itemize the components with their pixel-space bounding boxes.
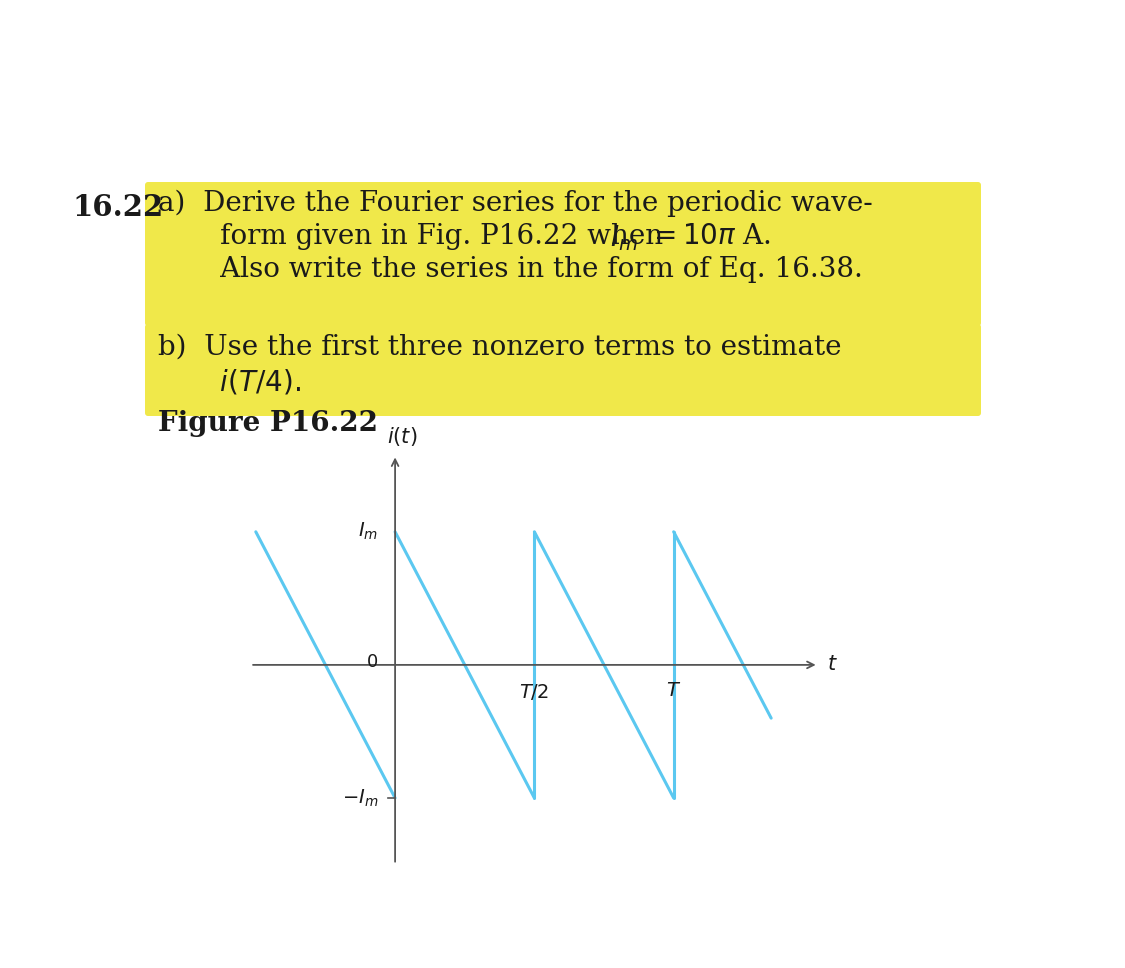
Text: form given in Fig. P16.22 when: form given in Fig. P16.22 when bbox=[158, 223, 672, 250]
Text: $I_m$: $I_m$ bbox=[610, 223, 638, 253]
Text: $i(T/4).$: $i(T/4).$ bbox=[158, 367, 302, 396]
Text: $I_m$: $I_m$ bbox=[358, 521, 378, 542]
Text: $-I_m$: $-I_m$ bbox=[342, 787, 378, 808]
Text: $i(t)$: $i(t)$ bbox=[387, 425, 417, 448]
Text: $t$: $t$ bbox=[827, 655, 838, 675]
Text: $T$: $T$ bbox=[666, 682, 682, 700]
Text: $= 10\pi$ A.: $= 10\pi$ A. bbox=[648, 223, 772, 250]
FancyBboxPatch shape bbox=[145, 324, 981, 416]
Text: a)  Derive the Fourier series for the periodic wave-: a) Derive the Fourier series for the per… bbox=[158, 190, 873, 218]
Text: b)  Use the first three nonzero terms to estimate: b) Use the first three nonzero terms to … bbox=[158, 334, 842, 361]
Text: Figure P16.22: Figure P16.22 bbox=[158, 410, 378, 437]
Text: 16.22: 16.22 bbox=[72, 193, 163, 222]
Text: Also write the series in the form of Eq. 16.38.: Also write the series in the form of Eq.… bbox=[158, 256, 863, 283]
Text: $T/2$: $T/2$ bbox=[520, 682, 549, 702]
Text: $0$: $0$ bbox=[367, 653, 378, 671]
FancyBboxPatch shape bbox=[145, 182, 981, 326]
